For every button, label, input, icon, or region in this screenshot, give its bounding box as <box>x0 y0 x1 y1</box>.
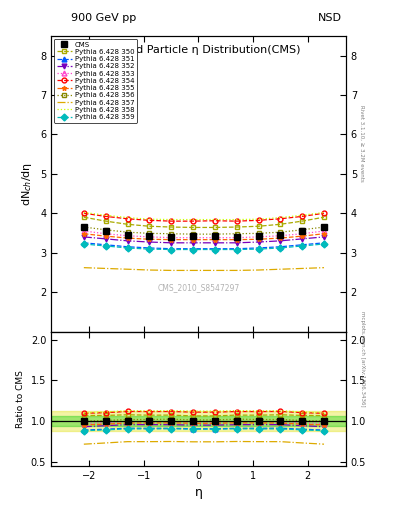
Text: NSD: NSD <box>318 13 342 23</box>
Text: mcplots.cern.ch [arXiv:1306.3436]: mcplots.cern.ch [arXiv:1306.3436] <box>360 311 365 406</box>
X-axis label: η: η <box>195 486 202 499</box>
Y-axis label: Ratio to CMS: Ratio to CMS <box>16 370 25 428</box>
Y-axis label: dN$_{ch}$/dη: dN$_{ch}$/dη <box>20 162 35 206</box>
Text: CMS_2010_S8547297: CMS_2010_S8547297 <box>157 283 240 292</box>
Bar <box>51 411 346 431</box>
Legend: CMS, Pythia 6.428 350, Pythia 6.428 351, Pythia 6.428 352, Pythia 6.428 353, Pyt: CMS, Pythia 6.428 350, Pythia 6.428 351,… <box>54 39 137 123</box>
Text: Rivet 3.1.10, ≥ 3.2M events: Rivet 3.1.10, ≥ 3.2M events <box>360 105 365 182</box>
Text: 900 GeV pp: 900 GeV pp <box>71 13 136 23</box>
Text: Charged Particle η Distribution(CMS): Charged Particle η Distribution(CMS) <box>96 45 301 55</box>
Bar <box>51 416 346 426</box>
